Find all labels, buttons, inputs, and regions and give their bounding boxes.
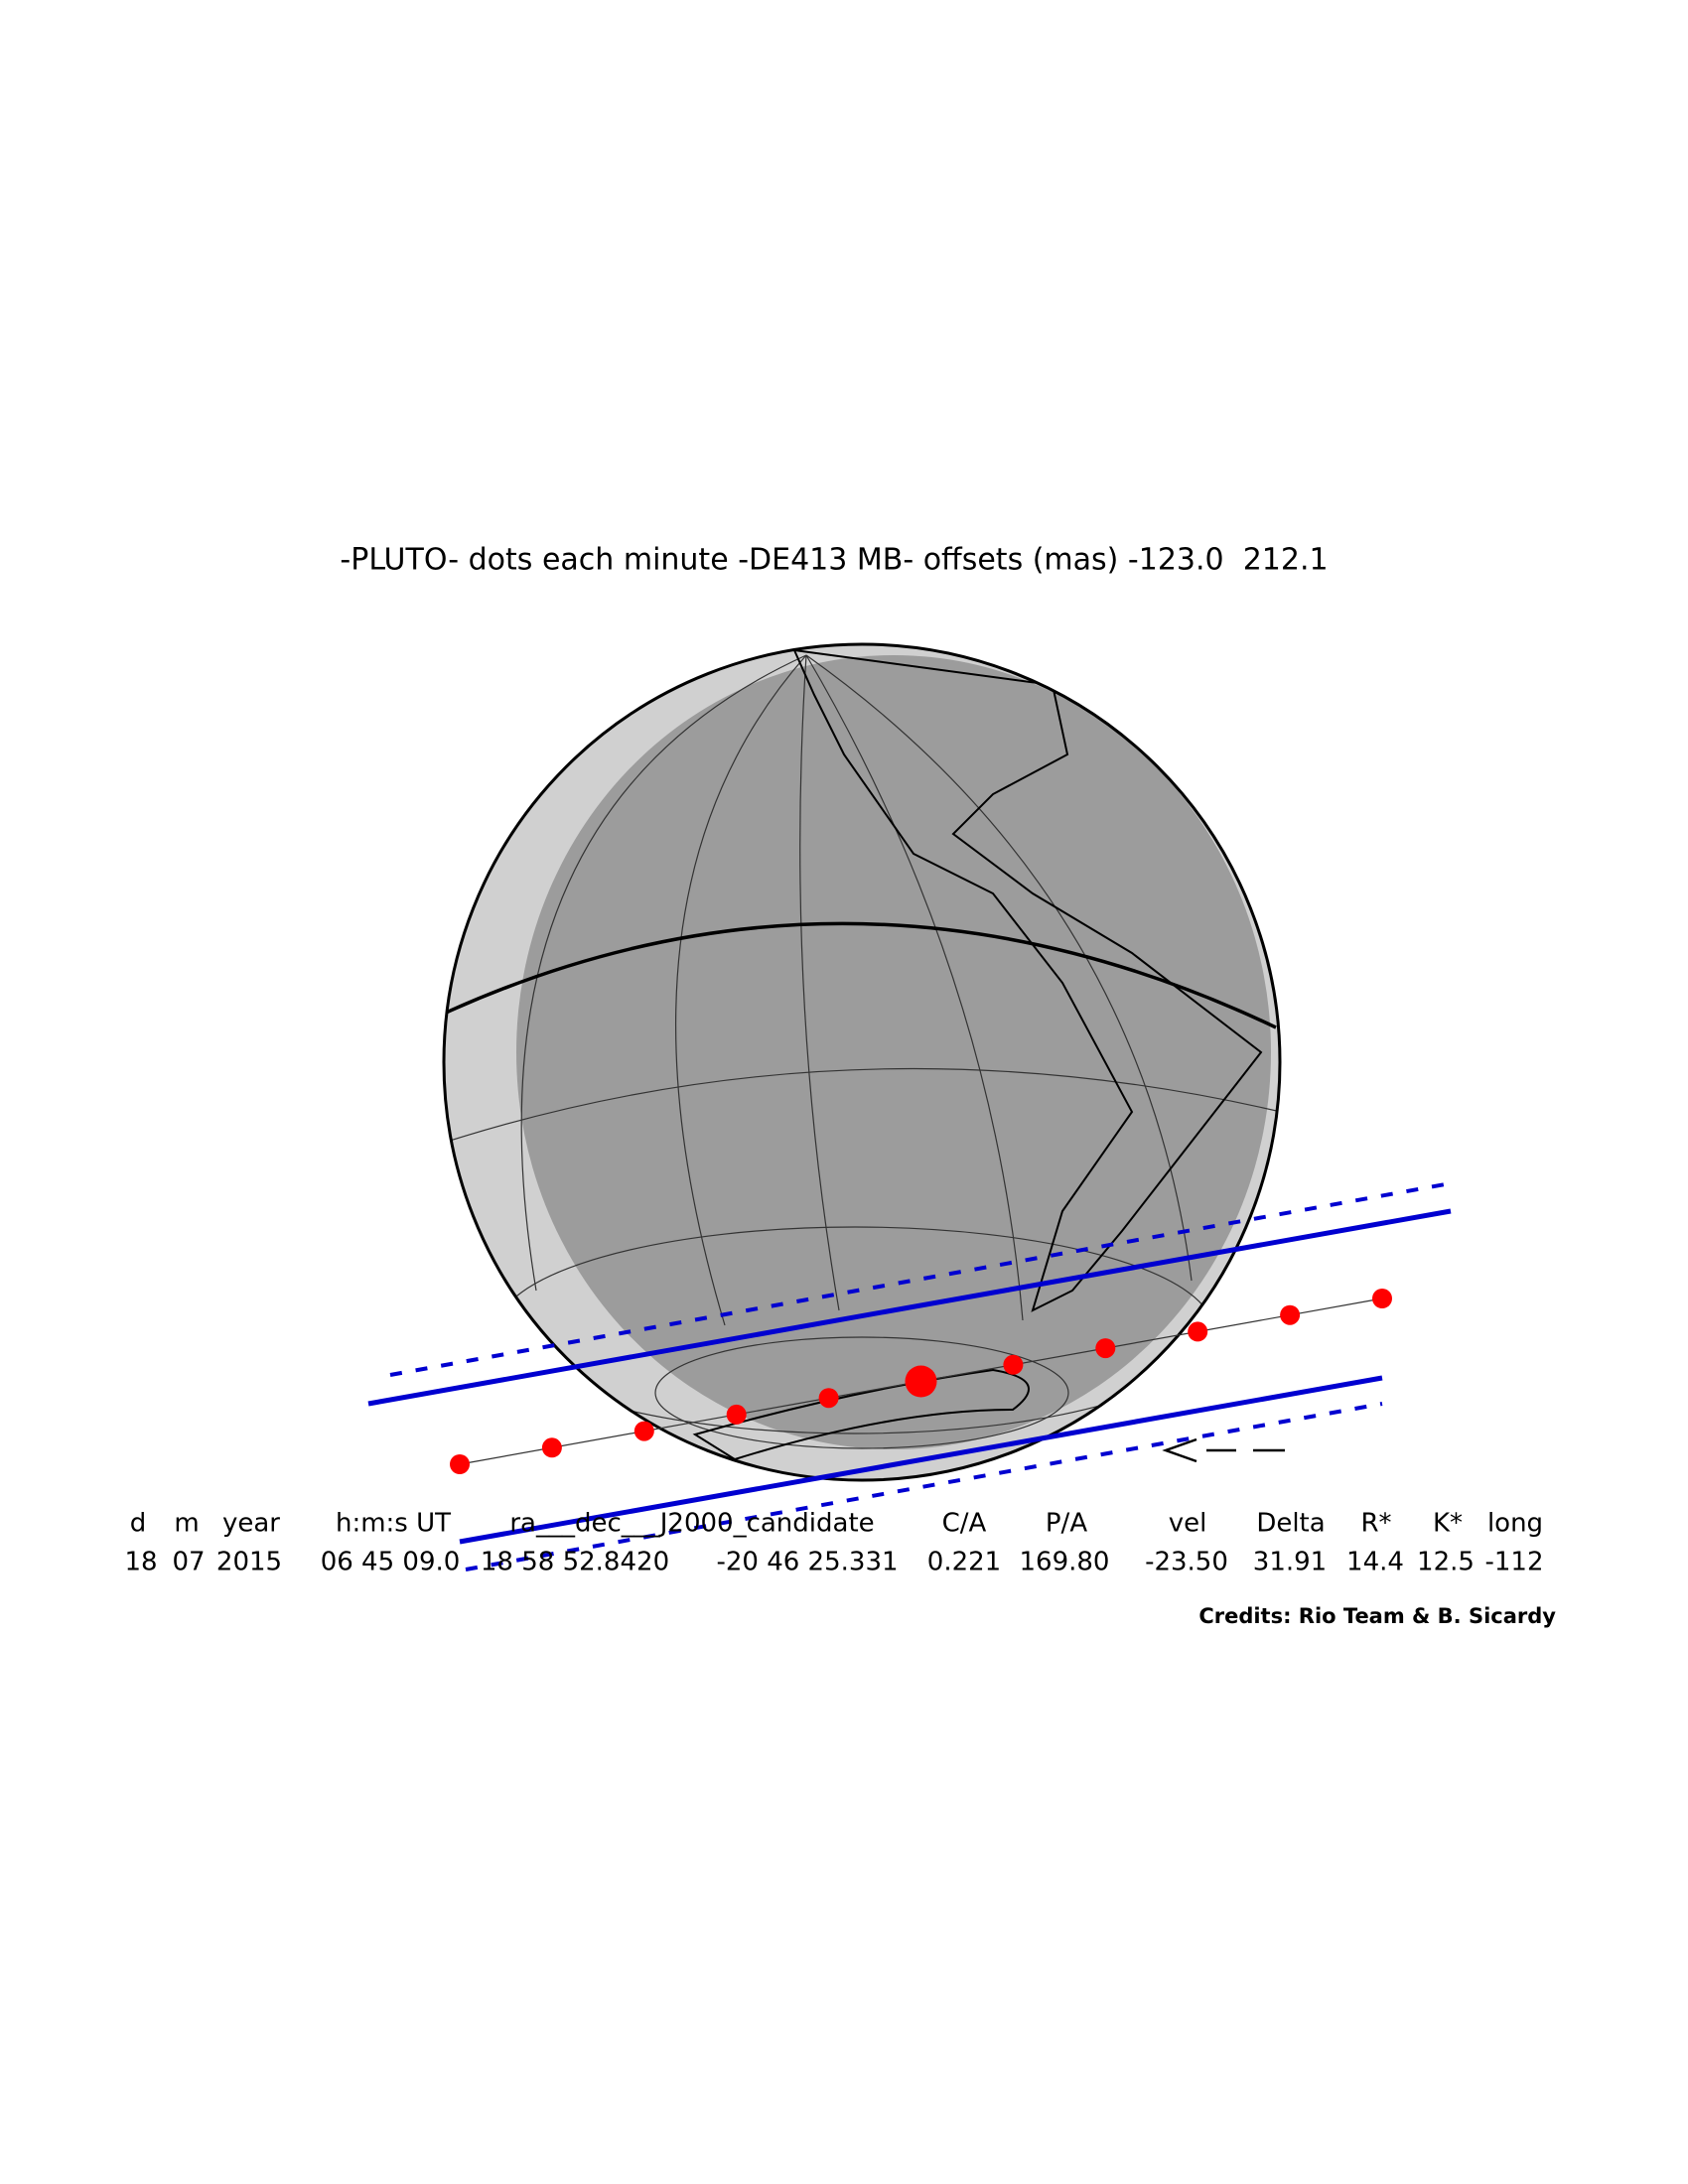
column-header: d xyxy=(130,1509,147,1539)
table-value: 06 45 09.0 xyxy=(321,1548,461,1577)
table-value: 14.4 xyxy=(1346,1548,1404,1577)
minute-dot xyxy=(726,1404,747,1425)
table-value: 0.221 xyxy=(927,1548,1001,1577)
minute-dot xyxy=(1188,1321,1208,1342)
table-value: -23.50 xyxy=(1145,1548,1228,1577)
shadow-path xyxy=(367,1181,1452,1571)
column-header: C/A xyxy=(942,1509,987,1539)
minute-dot xyxy=(1003,1354,1024,1375)
table-value: -112 xyxy=(1484,1548,1543,1577)
direction-arrow xyxy=(1162,1437,1285,1463)
table-value: 07 xyxy=(172,1548,205,1577)
column-header: m xyxy=(174,1509,199,1539)
minute-dot xyxy=(633,1421,654,1441)
closest-approach-dot xyxy=(905,1365,937,1398)
minute-dot xyxy=(1372,1289,1392,1308)
minute-dot xyxy=(450,1454,470,1474)
table-value: -20 46 25.331 xyxy=(716,1548,898,1577)
minute-dots xyxy=(450,1289,1392,1474)
minute-dot xyxy=(1095,1338,1116,1359)
minute-dot xyxy=(541,1437,562,1458)
event-table: d m year h:m:s UT ra___dec___J2000_candidate… xyxy=(124,1509,1543,1577)
table-value: 18 58 52.8420 xyxy=(481,1548,669,1577)
table-value: 2015 xyxy=(216,1548,282,1577)
column-header: ra___dec___J2000_candidate xyxy=(509,1509,874,1539)
column-header: year xyxy=(222,1509,280,1539)
column-header: P/A xyxy=(1046,1509,1087,1539)
column-header: Delta xyxy=(1256,1509,1325,1539)
credits: Credits: Rio Team & B. Sicardy xyxy=(1198,1604,1556,1628)
title: -PLUTO- dots each minute -DE413 MB- offs… xyxy=(340,543,1328,578)
table-value: 12.5 xyxy=(1417,1548,1475,1577)
column-header: h:m:s UT xyxy=(336,1509,451,1539)
table-value: 31.91 xyxy=(1253,1548,1327,1577)
table-value: 169.80 xyxy=(1020,1548,1110,1577)
column-header: K* xyxy=(1433,1509,1463,1539)
column-header: vel xyxy=(1169,1509,1207,1539)
minute-dot xyxy=(818,1388,839,1409)
globe xyxy=(442,642,1282,1482)
column-header: long xyxy=(1487,1509,1543,1539)
column-header: R* xyxy=(1360,1509,1391,1539)
minute-dot xyxy=(1280,1304,1301,1325)
table-value: 18 xyxy=(124,1548,157,1577)
